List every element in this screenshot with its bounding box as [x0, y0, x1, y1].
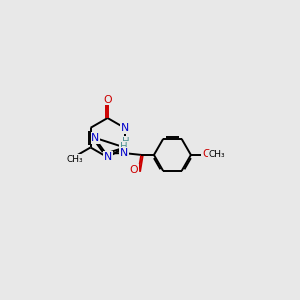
Text: H: H: [122, 137, 130, 147]
Text: N: N: [103, 152, 112, 162]
Text: N: N: [120, 148, 128, 158]
Text: O: O: [129, 165, 138, 175]
Text: CH₃: CH₃: [66, 155, 83, 164]
Text: CH₃: CH₃: [208, 150, 225, 159]
Text: N: N: [120, 123, 129, 133]
Text: O: O: [202, 149, 211, 159]
Text: H: H: [120, 142, 128, 152]
Text: N: N: [92, 133, 100, 142]
Text: O: O: [103, 94, 112, 104]
